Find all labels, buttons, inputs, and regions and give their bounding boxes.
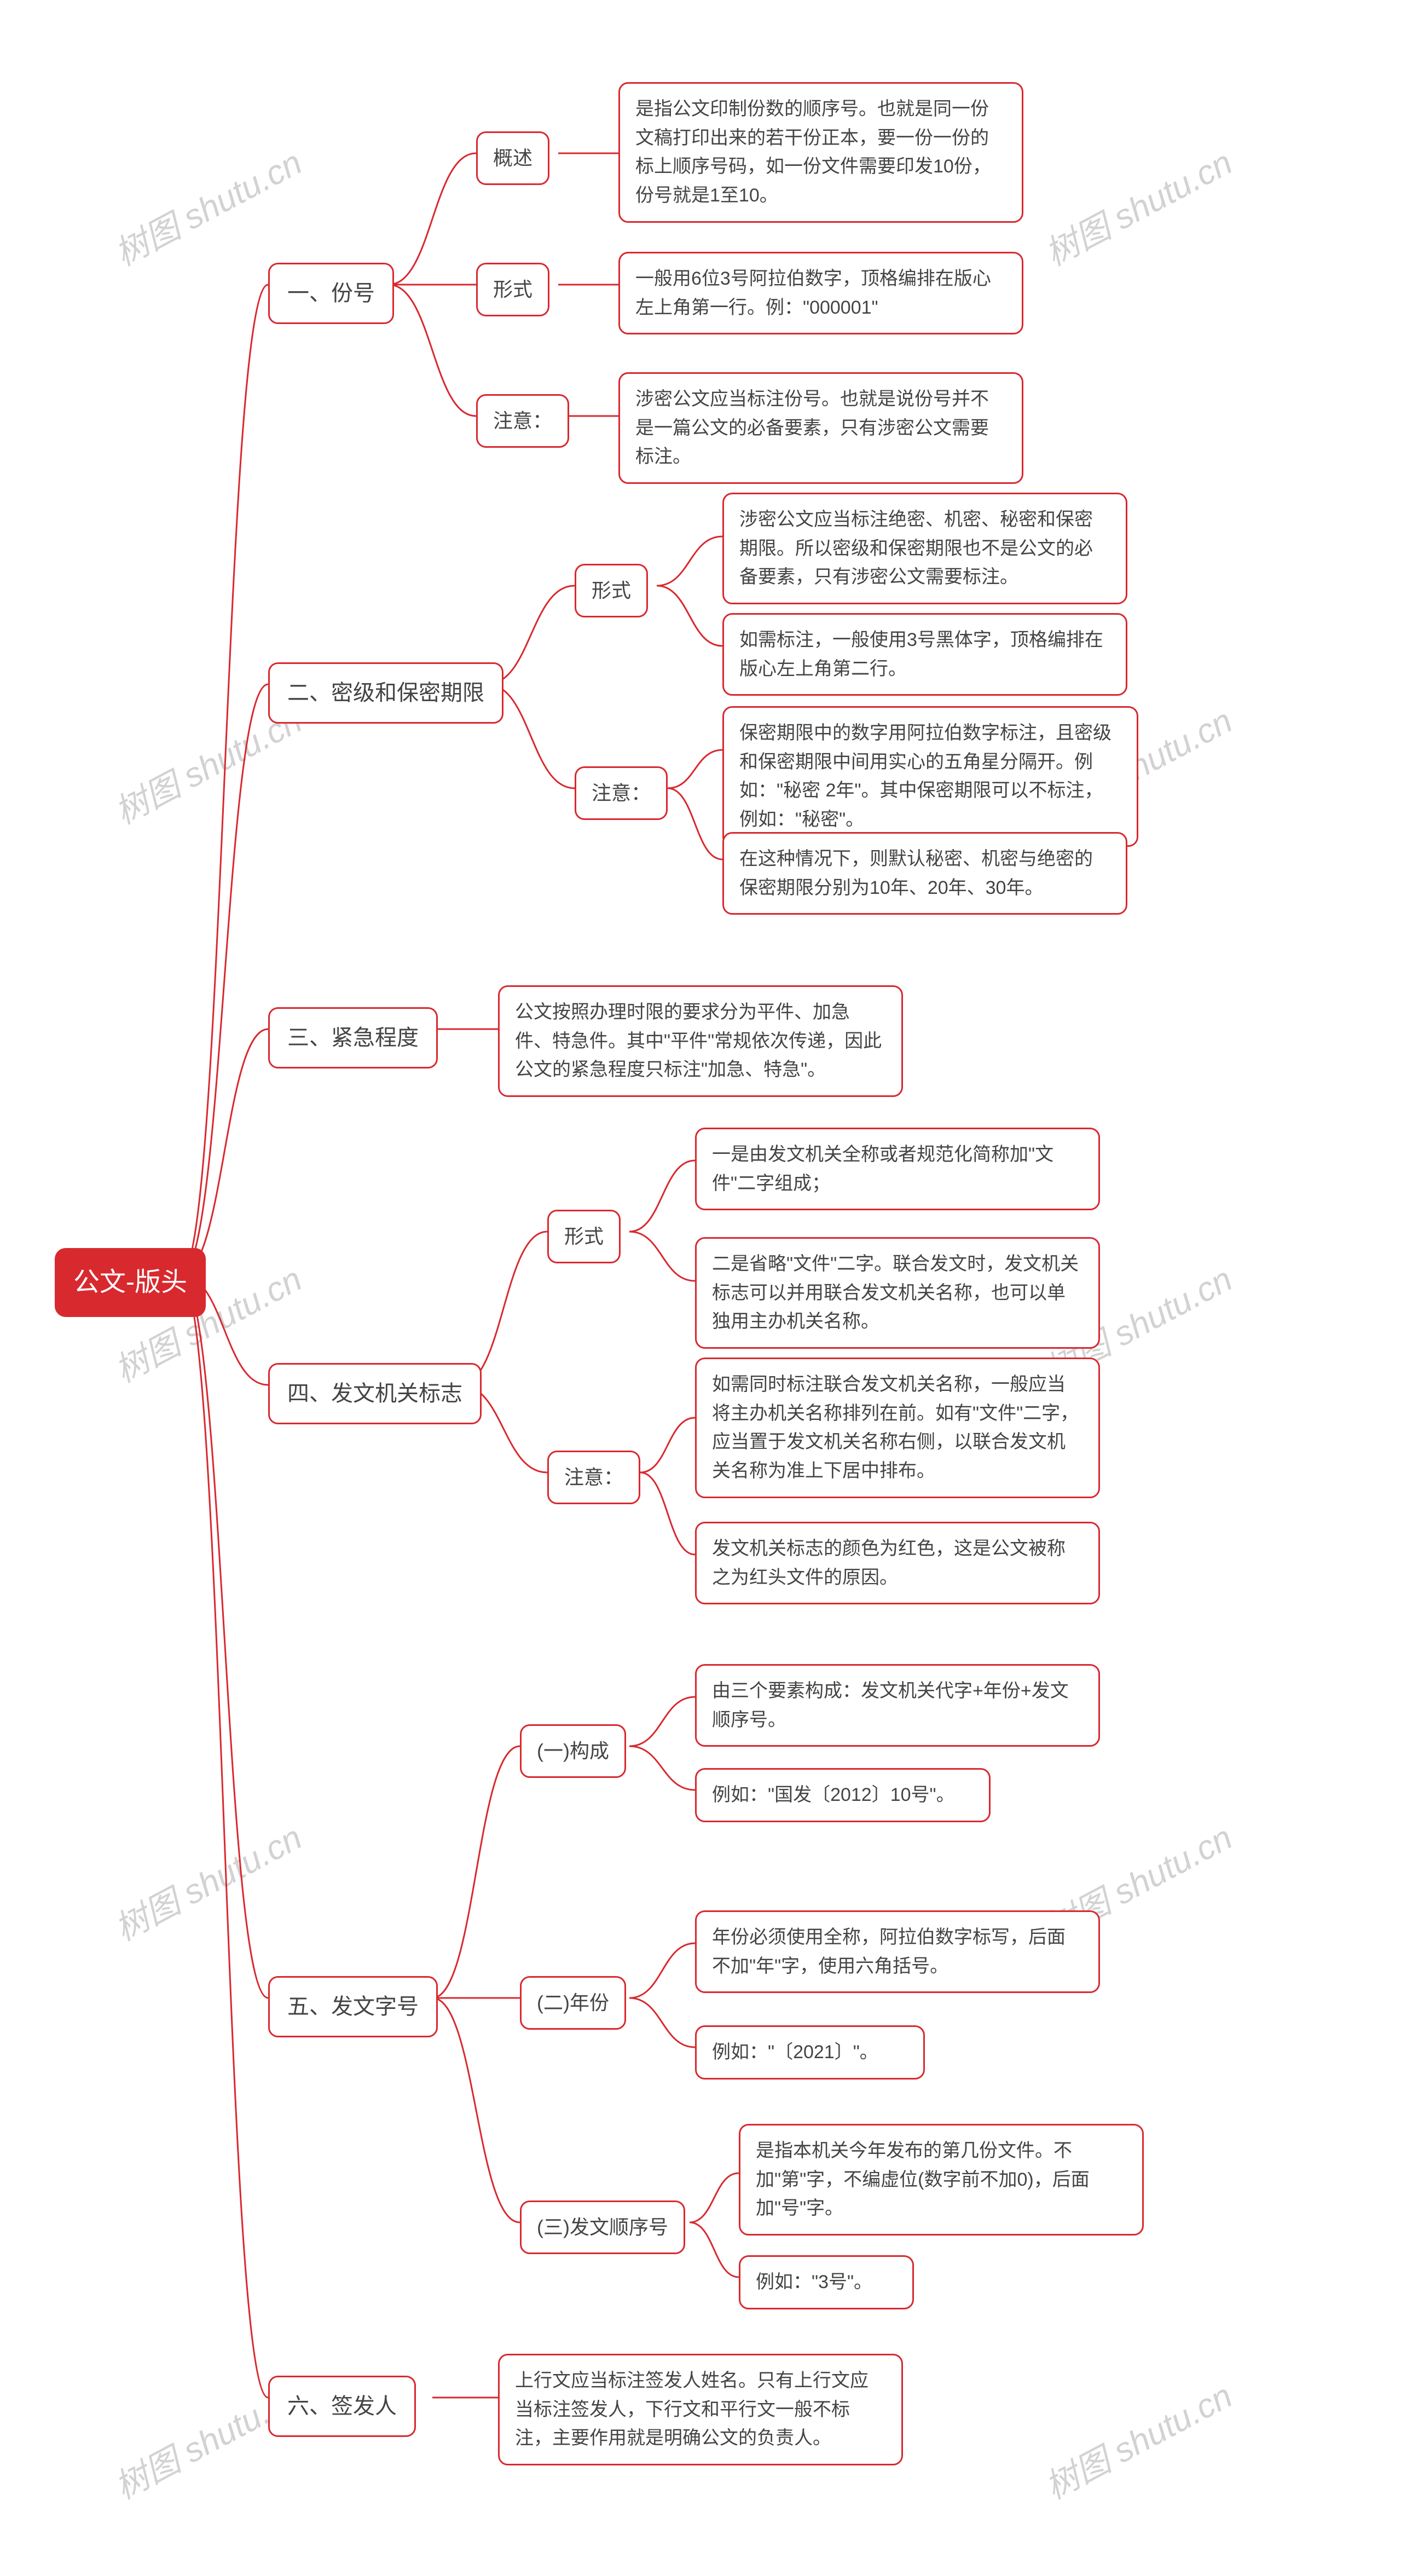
- subnode-shunxuhao[interactable]: (三)发文顺序号: [520, 2200, 685, 2254]
- subnode-label: (一)构成: [537, 1736, 609, 1766]
- leaf-node[interactable]: 例如："国发〔2012〕10号"。: [695, 1768, 991, 1822]
- leaf-node[interactable]: 上行文应当标注签发人姓名。只有上行文应当标注签发人，下行文和平行文一般不标注，主…: [498, 2354, 903, 2465]
- section-node-miji[interactable]: 二、密级和保密期限: [268, 662, 503, 724]
- leaf-text: 保密期限中的数字用阿拉伯数字标注，且密级和保密期限中间用实心的五角星分隔开。例如…: [739, 719, 1121, 834]
- section-node-jinji[interactable]: 三、紧急程度: [268, 1007, 438, 1068]
- section-label: 三、紧急程度: [287, 1021, 419, 1055]
- watermark: 树图 shutu.cn: [105, 1810, 309, 1950]
- subnode-zhuyi[interactable]: 注意：: [476, 394, 569, 448]
- root-node[interactable]: 公文-版头: [55, 1248, 206, 1317]
- leaf-node[interactable]: 由三个要素构成：发文机关代字+年份+发文顺序号。: [695, 1664, 1100, 1747]
- leaf-text: 涉密公文应当标注份号。也就是说份号并不是一篇公文的必备要素，只有涉密公文需要标注…: [635, 385, 1006, 471]
- leaf-text: 年份必须使用全称，阿拉伯数字标写，后面不加"年"字，使用六角括号。: [712, 1923, 1083, 1980]
- leaf-text: 例如："3号"。: [756, 2268, 872, 2297]
- leaf-text: 例如："国发〔2012〕10号"。: [712, 1781, 955, 1810]
- leaf-node[interactable]: 年份必须使用全称，阿拉伯数字标写，后面不加"年"字，使用六角括号。: [695, 1910, 1100, 1993]
- subnode-label: 概述: [493, 143, 532, 174]
- leaf-node[interactable]: 公文按照办理时限的要求分为平件、加急件、特急件。其中"平件"常规依次传递，因此公…: [498, 985, 903, 1097]
- subnode-label: (三)发文顺序号: [537, 2212, 668, 2243]
- leaf-node[interactable]: 涉密公文应当标注份号。也就是说份号并不是一篇公文的必备要素，只有涉密公文需要标注…: [618, 372, 1023, 484]
- subnode-xingshi[interactable]: 形式: [547, 1210, 621, 1263]
- subnode-zhuyi[interactable]: 注意：: [547, 1451, 640, 1504]
- leaf-node[interactable]: 如需同时标注联合发文机关名称，一般应当将主办机关名称排列在前。如有"文件"二字，…: [695, 1358, 1100, 1498]
- subnode-zhuyi[interactable]: 注意：: [575, 766, 668, 820]
- section-label: 六、签发人: [287, 2389, 397, 2423]
- leaf-node[interactable]: 发文机关标志的颜色为红色，这是公文被称之为红头文件的原因。: [695, 1522, 1100, 1604]
- leaf-text: 例如："〔2021〕"。: [712, 2038, 878, 2067]
- watermark: 树图 shutu.cn: [1035, 2369, 1240, 2509]
- leaf-text: 公文按照办理时限的要求分为平件、加急件、特急件。其中"平件"常规依次传递，因此公…: [515, 998, 886, 1084]
- leaf-node[interactable]: 是指公文印制份数的顺序号。也就是同一份文稿打印出来的若干份正本，要一份一份的标上…: [618, 82, 1023, 223]
- subnode-label: 形式: [564, 1221, 604, 1252]
- leaf-node[interactable]: 一是由发文机关全称或者规范化简称加"文件"二字组成；: [695, 1128, 1100, 1210]
- leaf-node[interactable]: 一般用6位3号阿拉伯数字，顶格编排在版心左上角第一行。例："000001": [618, 252, 1023, 334]
- mindmap-canvas: 树图 shutu.cn 树图 shutu.cn 树图 shutu.cn 树图 s…: [0, 0, 1401, 2576]
- root-label: 公文-版头: [73, 1262, 187, 1303]
- leaf-text: 一是由发文机关全称或者规范化简称加"文件"二字组成；: [712, 1140, 1083, 1198]
- leaf-text: 发文机关标志的颜色为红色，这是公文被称之为红头文件的原因。: [712, 1534, 1083, 1592]
- leaf-text: 如需标注，一般使用3号黑体字，顶格编排在版心左上角第二行。: [739, 626, 1110, 683]
- section-node-fawen-jiguan[interactable]: 四、发文机关标志: [268, 1363, 482, 1424]
- watermark: 树图 shutu.cn: [105, 135, 309, 275]
- leaf-node[interactable]: 涉密公文应当标注绝密、机密、秘密和保密期限。所以密级和保密期限也不是公文的必备要…: [722, 493, 1127, 604]
- leaf-node[interactable]: 是指本机关今年发布的第几份文件。不加"第"字，不编虚位(数字前不加0)，后面加"…: [739, 2124, 1144, 2236]
- section-label: 四、发文机关标志: [287, 1377, 462, 1411]
- leaf-node[interactable]: 例如："3号"。: [739, 2255, 914, 2309]
- subnode-nianfen[interactable]: (二)年份: [520, 1976, 626, 2030]
- section-label: 一、份号: [287, 276, 375, 310]
- subnode-label: 注意：: [493, 406, 552, 436]
- subnode-xingshi[interactable]: 形式: [575, 564, 648, 617]
- section-node-qianfaren[interactable]: 六、签发人: [268, 2376, 416, 2437]
- leaf-node[interactable]: 保密期限中的数字用阿拉伯数字标注，且密级和保密期限中间用实心的五角星分隔开。例如…: [722, 706, 1138, 847]
- leaf-text: 如需同时标注联合发文机关名称，一般应当将主办机关名称排列在前。如有"文件"二字，…: [712, 1370, 1083, 1486]
- leaf-text: 在这种情况下，则默认秘密、机密与绝密的保密期限分别为10年、20年、30年。: [739, 845, 1110, 902]
- leaf-text: 涉密公文应当标注绝密、机密、秘密和保密期限。所以密级和保密期限也不是公文的必备要…: [739, 505, 1110, 592]
- subnode-label: 形式: [592, 575, 631, 606]
- leaf-node[interactable]: 如需标注，一般使用3号黑体字，顶格编排在版心左上角第二行。: [722, 613, 1127, 696]
- subnode-label: (二)年份: [537, 1988, 609, 2018]
- subnode-goucheng[interactable]: (一)构成: [520, 1724, 626, 1778]
- watermark: 树图 shutu.cn: [1035, 135, 1240, 275]
- subnode-label: 形式: [493, 274, 532, 305]
- leaf-node[interactable]: 例如："〔2021〕"。: [695, 2025, 925, 2080]
- subnode-gaishu[interactable]: 概述: [476, 131, 549, 185]
- leaf-text: 是指本机关今年发布的第几份文件。不加"第"字，不编虚位(数字前不加0)，后面加"…: [756, 2136, 1127, 2223]
- leaf-text: 由三个要素构成：发文机关代字+年份+发文顺序号。: [712, 1677, 1083, 1734]
- leaf-node[interactable]: 二是省略"文件"二字。联合发文时，发文机关标志可以并用联合发文机关名称，也可以单…: [695, 1237, 1100, 1349]
- leaf-text: 一般用6位3号阿拉伯数字，顶格编排在版心左上角第一行。例："000001": [635, 264, 1006, 322]
- leaf-text: 上行文应当标注签发人姓名。只有上行文应当标注签发人，下行文和平行文一般不标注，主…: [515, 2366, 886, 2453]
- section-node-fawen-zihao[interactable]: 五、发文字号: [268, 1976, 438, 2037]
- leaf-node[interactable]: 在这种情况下，则默认秘密、机密与绝密的保密期限分别为10年、20年、30年。: [722, 832, 1127, 915]
- section-node-fenhao[interactable]: 一、份号: [268, 263, 394, 324]
- subnode-xingshi[interactable]: 形式: [476, 263, 549, 316]
- section-label: 五、发文字号: [287, 1990, 419, 2024]
- section-label: 二、密级和保密期限: [287, 676, 484, 710]
- leaf-text: 二是省略"文件"二字。联合发文时，发文机关标志可以并用联合发文机关名称，也可以单…: [712, 1250, 1083, 1336]
- subnode-label: 注意：: [564, 1462, 623, 1493]
- leaf-text: 是指公文印制份数的顺序号。也就是同一份文稿打印出来的若干份正本，要一份一份的标上…: [635, 95, 1006, 210]
- subnode-label: 注意：: [592, 778, 651, 808]
